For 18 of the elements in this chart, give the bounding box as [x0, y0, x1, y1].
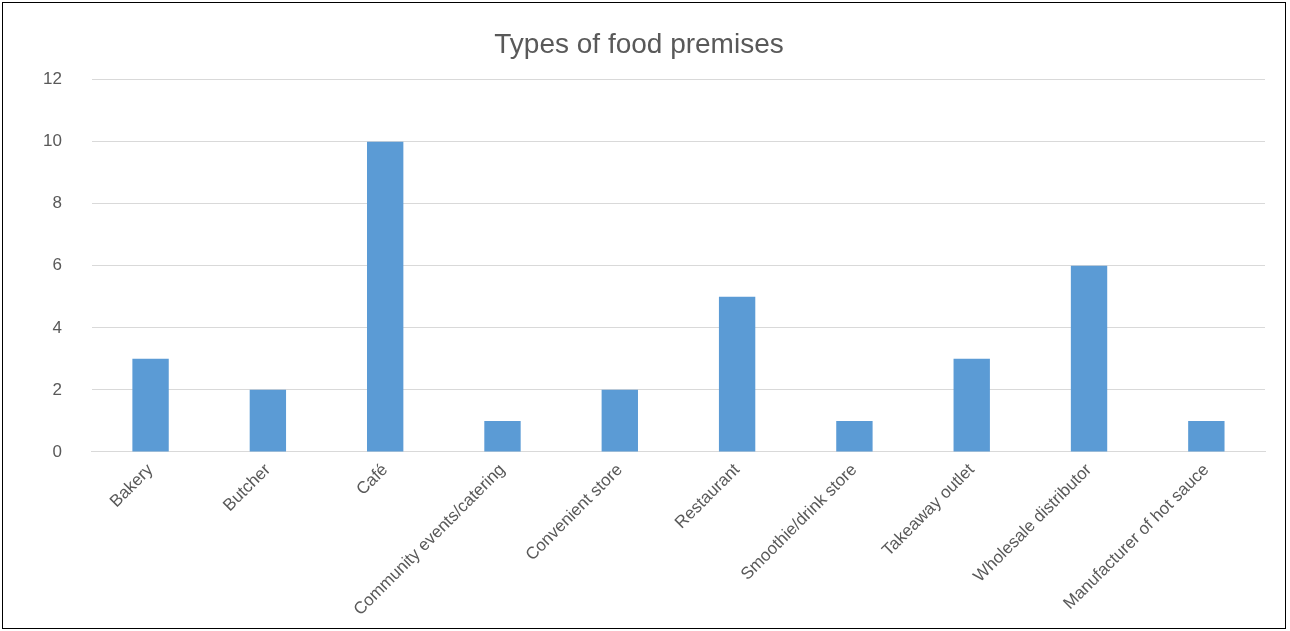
bar: [484, 420, 521, 452]
y-tick-label: 2: [52, 379, 62, 399]
chart-title: Types of food premises: [494, 27, 784, 59]
bar: [601, 389, 638, 452]
y-tick-label: 0: [52, 441, 62, 461]
bar: [718, 296, 756, 452]
bar: [1188, 420, 1225, 452]
bar: [132, 358, 169, 452]
bar: [367, 141, 404, 452]
bar: [249, 389, 287, 452]
bar: [953, 358, 990, 452]
y-tick-label: 4: [52, 317, 62, 337]
y-tick-label: 6: [52, 255, 62, 275]
y-tick-label: 8: [52, 193, 62, 213]
y-tick-label: 12: [42, 69, 62, 89]
bar: [836, 420, 873, 452]
y-tick-label: 10: [42, 131, 62, 151]
bar: [1070, 265, 1108, 452]
